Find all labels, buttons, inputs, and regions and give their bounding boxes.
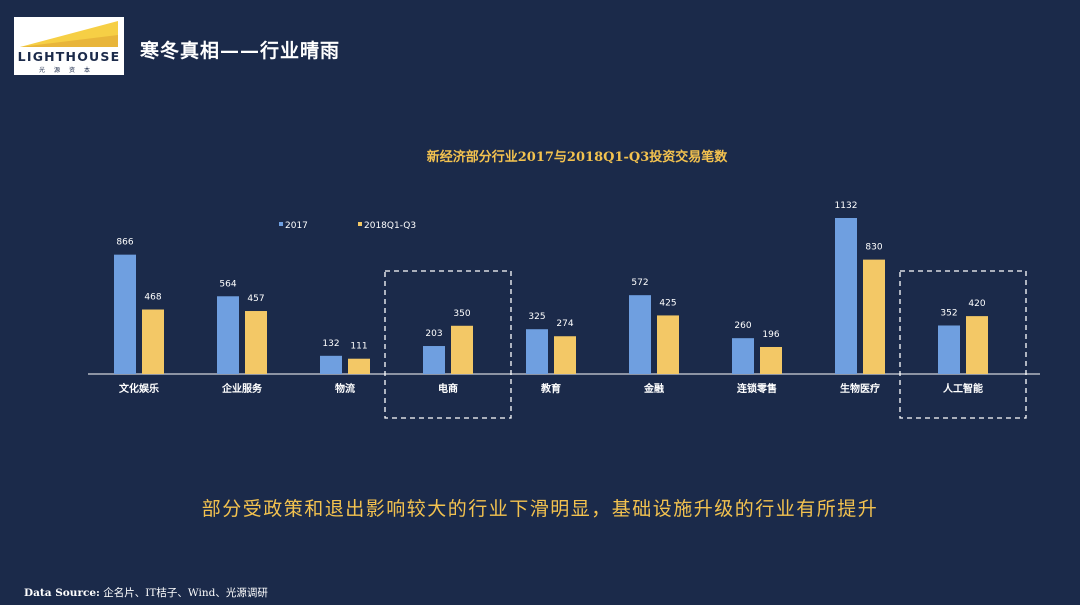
highlight-boxes: [384, 270, 1027, 419]
bar-2018-4: [554, 336, 576, 374]
category-label-0: 文化娱乐: [119, 382, 159, 395]
bars-group: [114, 218, 988, 374]
value-label-2018-7: 830: [865, 243, 882, 253]
data-source: Data Source: 企名片、IT桔子、Wind、光源调研: [24, 585, 268, 600]
legend-swatch-2017: [279, 222, 283, 226]
value-label-2018-5: 425: [659, 298, 676, 308]
bar-2017-3: [423, 346, 445, 374]
value-label-2017-5: 572: [631, 278, 648, 288]
bar-2017-0: [114, 254, 136, 374]
lighthouse-beam-icon: [20, 21, 118, 47]
bar-chart: 新经济部分行业2017与2018Q1-Q3投资交易笔数 2017 2018Q1-…: [88, 149, 1040, 419]
category-labels-group: 文化娱乐 企业服务 物流 电商 教育 金融 连锁零售 生物医疗 人工智能: [119, 382, 983, 395]
category-label-4: 教育: [540, 382, 561, 395]
logo-text: LIGHTHOUSE: [17, 49, 121, 64]
bar-2017-5: [629, 295, 651, 374]
data-source-label: Data Source:: [24, 587, 100, 599]
legend-swatch-2018: [358, 222, 362, 226]
value-label-2017-2: 132: [322, 339, 339, 349]
category-label-5: 金融: [643, 382, 664, 395]
bar-2018-0: [142, 309, 164, 374]
bar-2017-6: [732, 338, 754, 374]
value-label-2018-2: 111: [350, 342, 367, 352]
value-label-2018-1: 457: [247, 294, 264, 304]
bar-2017-2: [320, 355, 342, 374]
chart-legend: 2017 2018Q1-Q3: [279, 221, 416, 231]
data-source-text: 企名片、IT桔子、Wind、光源调研: [99, 587, 268, 599]
highlight-box-8: [899, 270, 1027, 419]
legend-label-2017: 2017: [285, 221, 308, 231]
bar-2017-4: [526, 329, 548, 374]
bar-2017-8: [938, 325, 960, 374]
value-label-2017-1: 564: [219, 279, 236, 289]
value-label-2018-4: 274: [556, 319, 573, 329]
value-label-2018-6: 196: [762, 330, 779, 340]
legend-label-2018: 2018Q1-Q3: [364, 221, 416, 231]
bar-2017-7: [835, 218, 857, 374]
value-label-2017-6: 260: [734, 321, 751, 331]
value-label-2017-7: 1132: [835, 201, 858, 211]
logo: LIGHTHOUSE 光源资本: [14, 17, 124, 75]
bar-2018-3: [451, 325, 473, 374]
category-label-7: 生物医疗: [840, 382, 880, 395]
category-label-2: 物流: [335, 382, 355, 395]
value-labels-group: 866 468 564 457 132 111 203 350 325 274 572 425 260 1…: [116, 201, 985, 352]
category-label-8: 人工智能: [943, 382, 983, 395]
value-label-2017-3: 203: [425, 329, 442, 339]
bar-2018-5: [657, 315, 679, 374]
value-label-2017-4: 325: [528, 312, 545, 322]
page-title: 寒冬真相——行业晴雨: [140, 40, 341, 62]
bar-2018-6: [760, 346, 782, 374]
logo-subtext: 光源资本: [38, 67, 99, 74]
value-label-2018-0: 468: [144, 293, 161, 303]
bar-2018-1: [245, 311, 267, 374]
bar-2018-7: [863, 259, 885, 374]
value-label-2017-0: 866: [116, 238, 133, 248]
category-label-6: 连锁零售: [737, 382, 777, 395]
chart-title: 新经济部分行业2017与2018Q1-Q3投资交易笔数: [427, 149, 728, 165]
bar-2018-8: [966, 316, 988, 374]
value-label-2018-3: 350: [453, 309, 470, 319]
value-label-2018-8: 420: [968, 299, 985, 309]
headline: 部分受政策和退出影响较大的行业下滑明显，基础设施升级的行业有所提升: [201, 498, 879, 520]
highlight-box-3: [384, 270, 512, 419]
value-label-2017-8: 352: [940, 308, 957, 318]
category-label-3: 电商: [438, 382, 458, 395]
bar-2018-2: [348, 358, 370, 374]
category-label-1: 企业服务: [221, 382, 263, 395]
bar-2017-1: [217, 296, 239, 374]
